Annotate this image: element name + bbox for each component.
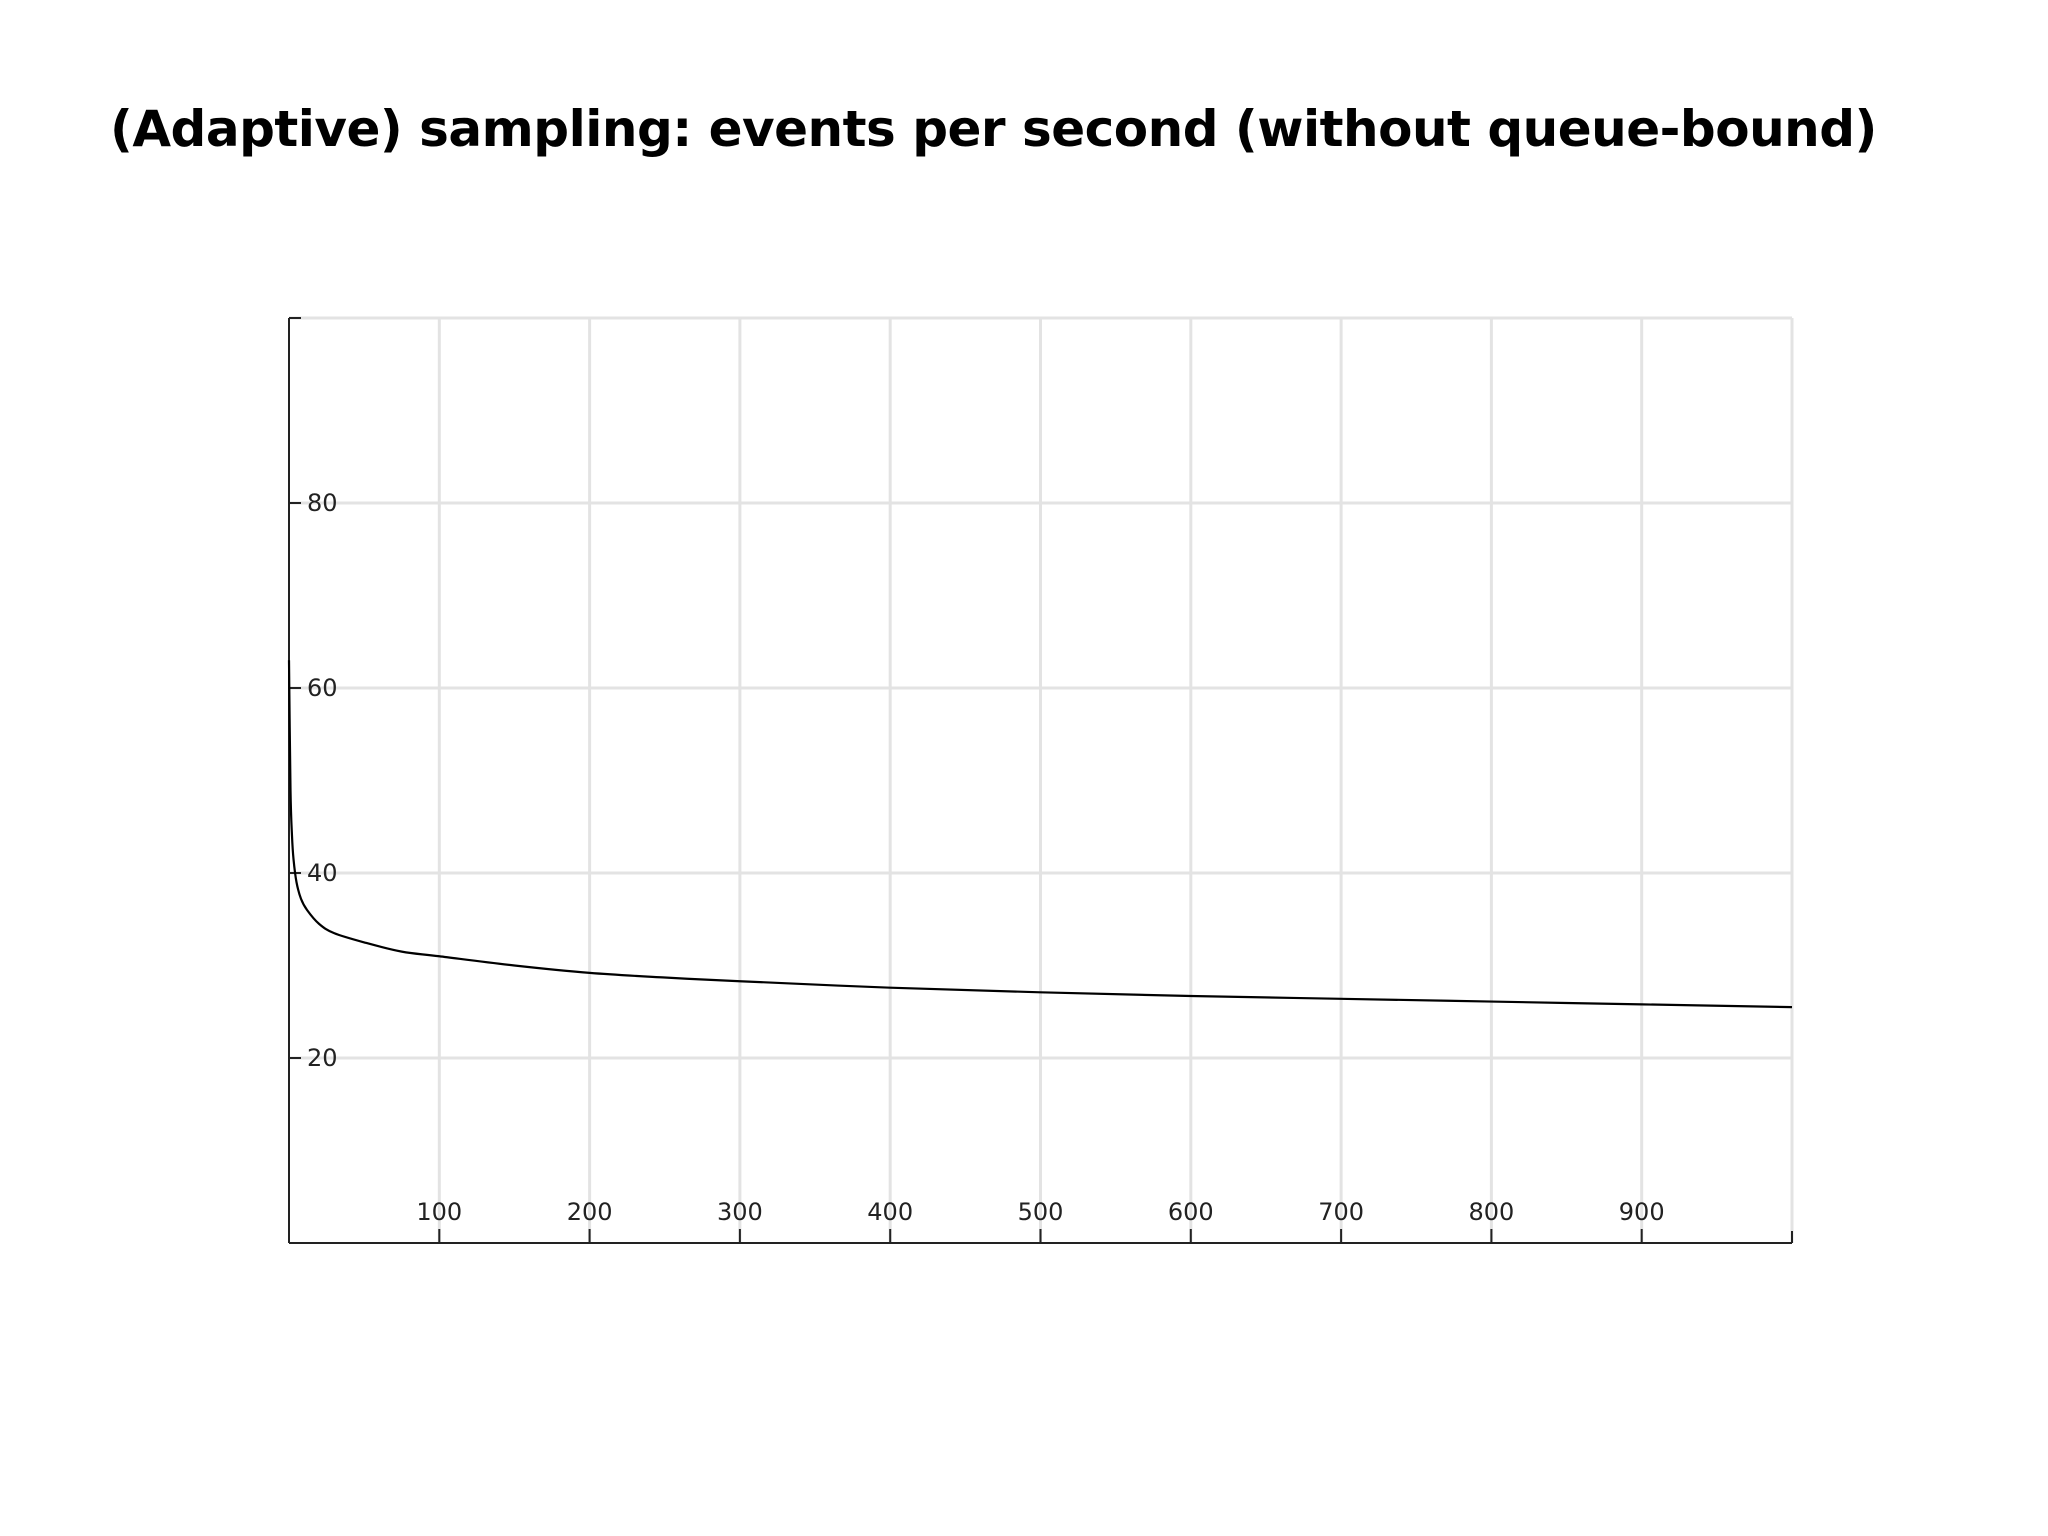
series-layer — [287, 660, 1793, 1009]
x-tick-label-300: 300 — [717, 1198, 763, 1226]
axes — [288, 317, 1793, 1244]
x-tick-label-800: 800 — [1468, 1198, 1514, 1226]
x-tick-label-500: 500 — [1018, 1198, 1064, 1226]
y-tick-label-60: 60 — [307, 674, 338, 702]
x-tick-label-200: 200 — [567, 1198, 613, 1226]
y-tick-label-40: 40 — [307, 859, 338, 887]
x-tick-label-400: 400 — [867, 1198, 913, 1226]
x-tick-label-100: 100 — [416, 1198, 462, 1226]
grid-lines — [289, 316, 1794, 1243]
tick-labels: 100 200 300 400 500 600 700 800 900 20 40 60 80 — [307, 489, 1665, 1226]
series-line-0 — [287, 660, 1793, 1009]
x-tick-label-700: 700 — [1318, 1198, 1364, 1226]
x-tick-label-600: 600 — [1168, 1198, 1214, 1226]
y-tick-label-20: 20 — [307, 1044, 338, 1072]
slide-title: (Adaptive) sampling: events per second (… — [110, 100, 1877, 158]
y-tick-label-80: 80 — [307, 489, 338, 517]
x-tick-label-900: 900 — [1619, 1198, 1665, 1226]
